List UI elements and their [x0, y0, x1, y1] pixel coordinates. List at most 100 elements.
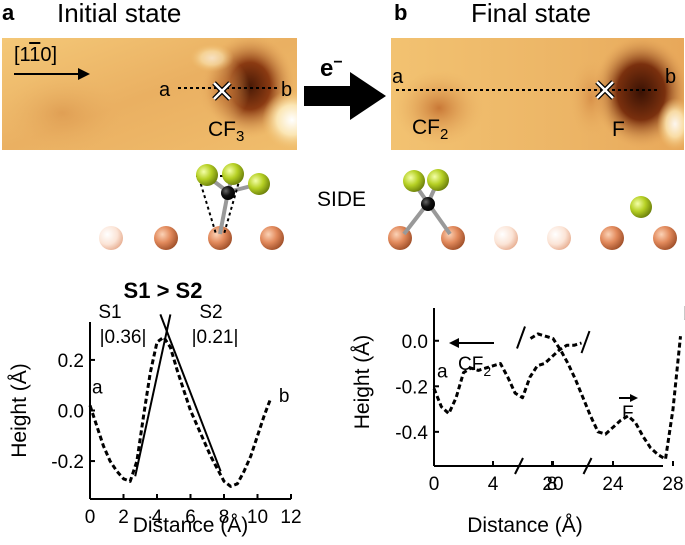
x-tick-label: 24	[602, 474, 624, 495]
x-tick-label: 20	[542, 474, 563, 495]
fit-line-s2	[159, 314, 222, 472]
copper-atom	[260, 226, 284, 250]
y-tick-label: 0.2	[58, 351, 84, 372]
x-tick-label: 4	[152, 507, 163, 528]
x-tick-label: 28	[662, 474, 683, 495]
stm-b-fragment1-label: CF2	[412, 116, 448, 143]
stm-image-final	[391, 38, 684, 150]
x-tick-label: 8	[547, 474, 558, 495]
x-tick-label: 0	[429, 474, 440, 495]
copper-atom	[547, 226, 571, 250]
fragment1-base: CF	[458, 354, 483, 375]
fit-line-s1	[134, 314, 172, 477]
s1-value: |0.36|	[100, 327, 147, 348]
reaction-electron-label: e−	[320, 54, 343, 83]
stm-image-initial	[2, 38, 297, 150]
fragment1-label: CF2	[458, 354, 491, 379]
fluorine-atom	[248, 173, 270, 195]
cf2-direction-arrowhead	[449, 338, 459, 348]
tripod-guide	[198, 177, 217, 235]
series-break-mark	[516, 326, 526, 349]
fluorine-atom	[403, 170, 425, 192]
x-tick-label: 0	[85, 507, 96, 528]
y-tick-label: -0.2	[395, 377, 428, 398]
profile-series-line	[529, 332, 682, 461]
y-axis-label: Height (Å)	[351, 335, 374, 430]
direction-prefix: [1	[14, 44, 30, 66]
x-axis-label: Distance (Å)	[133, 514, 249, 537]
copper-atom	[99, 226, 123, 250]
panel-b-letter: b	[394, 0, 408, 25]
initial-side-model	[99, 163, 284, 250]
stm-b-fragment2-label: F	[612, 118, 625, 141]
s1-label: S1	[98, 302, 121, 323]
molecule-base: CF	[208, 118, 236, 141]
profile-point-a: a	[92, 377, 103, 398]
side-view-label: SIDE	[317, 188, 367, 211]
axis-break-mark	[582, 457, 593, 475]
stm-b-point-a: a	[392, 66, 404, 88]
crystal-direction-label: [110]	[14, 44, 57, 67]
stm-a-point-a: a	[159, 79, 171, 101]
tripod-guide	[223, 177, 241, 235]
x-tick-label: 8	[219, 507, 230, 528]
y-tick-label: 0.0	[58, 402, 84, 423]
stm-b-line-profile	[396, 89, 658, 91]
x-tick-label: 10	[247, 507, 268, 528]
profile-point-b: b	[684, 304, 685, 325]
fluorine-atom	[196, 164, 218, 186]
cross-marker-icon	[212, 81, 232, 101]
fluorine-atom	[427, 169, 449, 191]
carbon-atom	[221, 186, 235, 200]
line-profile-chart-final: 0 4 820 24 28 0.0 -0.2 -0.4 CF2 Fa b Distance (Å) He…	[351, 304, 685, 537]
axis-break-mark	[514, 457, 524, 475]
panel-b-title: Final state	[471, 0, 591, 28]
side-view-models	[99, 163, 677, 250]
copper-atom	[653, 226, 677, 250]
x-tick-label: 12	[280, 507, 301, 528]
fluorine-atom	[630, 196, 652, 218]
fragment1-sub: 2	[483, 363, 491, 379]
y-axis-label: Height (Å)	[8, 363, 31, 458]
copper-atom	[494, 226, 518, 250]
fragment1-base: CF	[412, 116, 440, 139]
panel-a-title: Initial state	[57, 0, 182, 28]
x-tick-label: 2	[118, 507, 129, 528]
direction-suffix: 0]	[40, 44, 58, 66]
direction-bar-digit: 1	[29, 44, 41, 66]
cross-marker-icon	[595, 80, 615, 100]
stm-image-initial-graphic	[2, 38, 297, 150]
electron-charge: −	[333, 54, 343, 71]
x-axis-label: Distance (Å)	[467, 514, 583, 537]
fluorine-atom	[222, 163, 244, 185]
fragment1-sub: 2	[440, 126, 449, 144]
y-tick-label: 0.0	[402, 332, 428, 353]
reaction-arrow-icon	[304, 72, 386, 120]
series-break-mark	[580, 330, 591, 354]
profile-point-b: b	[279, 386, 290, 407]
s2-value: |0.21|	[192, 327, 239, 348]
profile-series-line	[432, 341, 582, 416]
chart-title: S1 > S2	[124, 278, 203, 303]
f-direction-arrowhead	[630, 394, 638, 402]
copper-atom	[600, 226, 624, 250]
stm-b-point-b: b	[665, 66, 677, 88]
fragment2-label: F	[622, 403, 634, 424]
copper-atom	[154, 226, 178, 250]
y-tick-label: -0.4	[395, 423, 428, 444]
crystal-direction-arrow	[14, 68, 90, 80]
stm-a-point-b: b	[281, 79, 293, 101]
carbon-atom	[421, 197, 435, 211]
panel-a-letter: a	[2, 0, 15, 25]
s2-label: S2	[199, 302, 222, 323]
molecule-sub: 3	[236, 128, 245, 146]
profile-point-a: a	[437, 362, 448, 383]
electron-symbol: e	[320, 55, 334, 82]
x-tick-label: 4	[488, 474, 499, 495]
y-tick-label: -0.2	[51, 452, 84, 473]
profile-series-line	[88, 335, 273, 488]
final-side-model	[388, 169, 677, 250]
copper-atom	[208, 226, 232, 250]
stm-a-molecule-label: CF3	[208, 118, 244, 145]
